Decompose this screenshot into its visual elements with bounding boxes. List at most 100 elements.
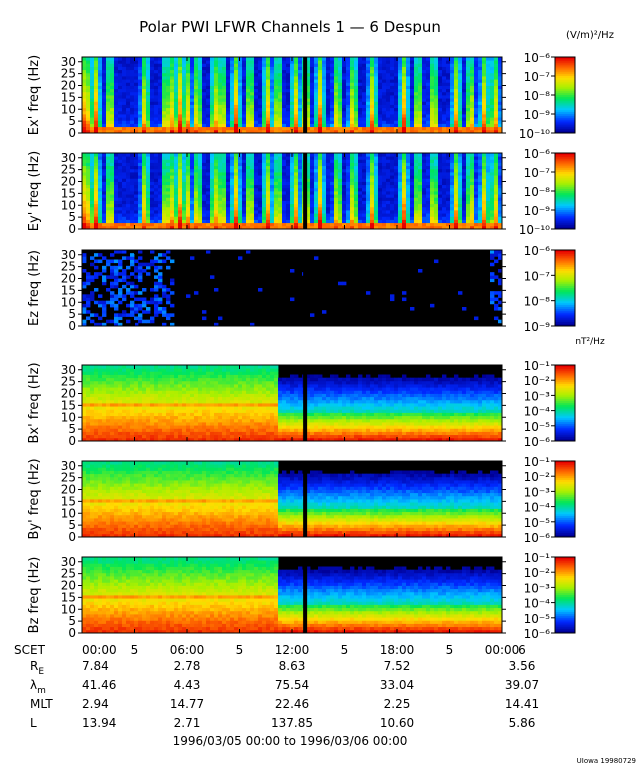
spectrogram-cell [378, 104, 383, 109]
spectrogram-cell [266, 194, 271, 198]
spectrogram-cell [450, 57, 455, 61]
spectrogram-cell [366, 203, 371, 208]
spectrogram-cell [366, 194, 371, 198]
spectrogram-cell [158, 123, 163, 128]
spectrogram-cell [322, 184, 327, 189]
spectrogram-cell [398, 210, 403, 214]
spectrogram-cell [462, 159, 467, 163]
spectrogram-cell [202, 57, 207, 61]
spectrogram-cell [422, 197, 427, 201]
spectrogram-cell [238, 104, 243, 109]
spectrogram-cell [250, 184, 255, 189]
spectrogram-cell [270, 91, 275, 96]
spectrogram-cell [418, 200, 423, 205]
spectrogram-cell [458, 76, 463, 80]
spectrogram-cell [174, 213, 179, 217]
spectrogram-cell [310, 85, 315, 90]
spectrogram-cell [186, 104, 191, 109]
spectrogram-cell [94, 63, 99, 67]
spectrogram-cell [174, 117, 179, 121]
spectrogram-cell [306, 162, 311, 167]
spectrogram-cell [486, 69, 491, 74]
spectrogram-cell [438, 72, 443, 77]
spectrogram-cell [466, 95, 471, 99]
spectrogram-cell [498, 114, 503, 118]
spectrogram-cell [434, 129, 439, 134]
spectrogram-cell [194, 79, 199, 83]
spectrogram-cell [442, 194, 447, 198]
spectrogram-cell [326, 219, 331, 224]
spectrogram-cell [282, 213, 287, 217]
spectrogram-cell [146, 191, 151, 195]
colorbar-swatch [555, 125, 575, 128]
spectrogram-cell [350, 175, 355, 179]
spectrogram-cell [282, 66, 287, 71]
spectrogram-cell [114, 194, 119, 198]
spectrogram-cell [354, 210, 359, 214]
spectrogram-cell [322, 200, 327, 205]
spectrogram-cell [214, 165, 219, 170]
spectrogram-cell [262, 57, 267, 61]
spectrogram-cell [378, 206, 383, 211]
spectrogram-cell [106, 216, 111, 220]
spectrogram-cell [190, 57, 195, 61]
spectrogram-cell [218, 181, 223, 186]
y-tick-label: 0 [68, 126, 76, 140]
spectrogram-cell [382, 101, 387, 105]
spectrogram-cell [318, 88, 323, 93]
spectrogram-cell [162, 197, 167, 201]
spectrogram-cell [166, 79, 171, 83]
spectrogram-cell [430, 216, 435, 220]
spectrogram-cell [126, 88, 131, 93]
spectrogram-cell [470, 156, 475, 160]
spectrogram-cell [430, 66, 435, 71]
spectrogram-cell [202, 162, 207, 167]
spectrogram-cell [98, 104, 103, 109]
spectrogram-cell [118, 194, 123, 198]
spectrogram-cell [138, 172, 143, 176]
spectrogram-cell [198, 203, 203, 208]
spectrogram-cell [462, 219, 467, 224]
spectrogram-cell [466, 98, 471, 102]
spectrogram-cell [266, 156, 271, 160]
spectrogram-cell [458, 194, 463, 198]
spectrogram-cell [154, 206, 159, 211]
spectrogram-cell [298, 206, 303, 211]
spectrogram-cell [338, 107, 343, 112]
spectrogram-cell [106, 194, 111, 198]
spectrogram-cell [454, 197, 459, 201]
spectrogram-cell [450, 210, 455, 214]
spectrogram-cell [486, 82, 491, 86]
spectrogram-cell [254, 126, 259, 131]
spectrogram-cell [482, 88, 487, 93]
spectrogram-cell [342, 126, 347, 131]
spectrogram-cell [114, 197, 119, 201]
spectrogram-cell [86, 172, 91, 176]
spectrogram-cell [470, 153, 475, 157]
spectrogram-cell [234, 120, 239, 124]
spectrogram-cell [382, 178, 387, 182]
spectrogram-cell [258, 79, 263, 83]
spectrogram-cell [150, 213, 155, 217]
spectrogram-cell [390, 225, 395, 230]
spectrogram-cell [478, 85, 483, 90]
spectrogram-cell [342, 165, 347, 170]
spectrogram-cell [138, 66, 143, 71]
spectrogram-cell [162, 156, 167, 160]
spectrogram-cell [182, 98, 187, 102]
spectrogram-cell [354, 187, 359, 192]
spectrogram-cell [230, 203, 235, 208]
spectrogram-cell [102, 101, 107, 105]
spectrogram-cell [114, 57, 119, 61]
spectrogram-cell [86, 165, 91, 170]
spectrogram-cell [426, 95, 431, 99]
spectrogram-cell [114, 225, 119, 230]
spectrogram-cell [394, 210, 399, 214]
spectrogram-cell [162, 225, 167, 230]
spectrogram-cell [370, 82, 375, 86]
spectrogram-cell [102, 104, 107, 109]
spectrogram-cell [450, 79, 455, 83]
spectrogram-cell [358, 79, 363, 83]
spectrogram-cell [402, 165, 407, 170]
colorbar-swatch [555, 96, 575, 100]
